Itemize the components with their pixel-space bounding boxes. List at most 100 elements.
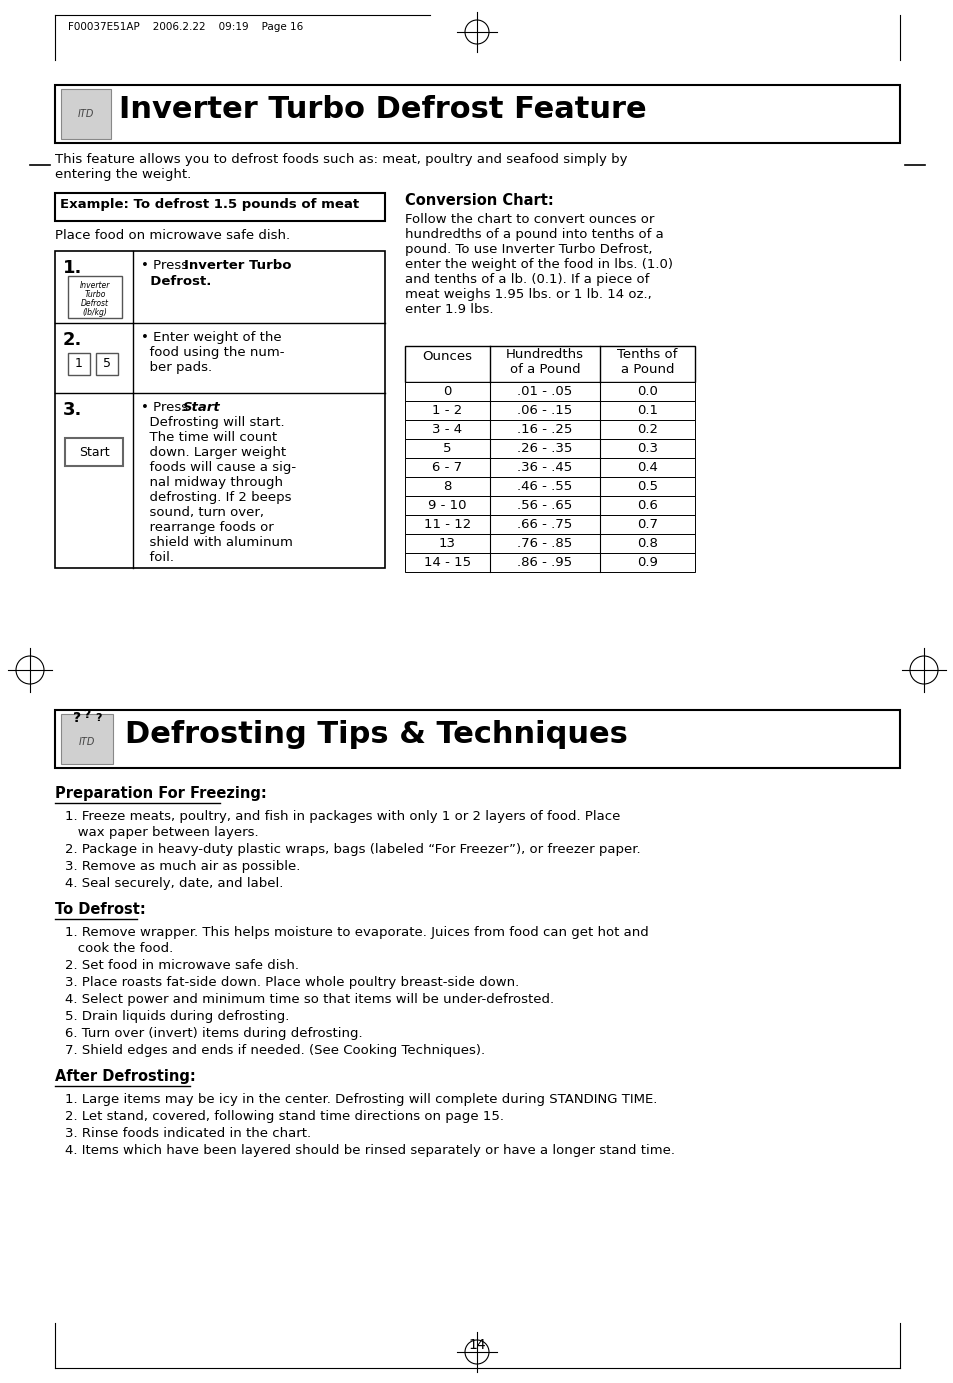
Text: ?: ? [83, 708, 91, 721]
Text: 14 - 15: 14 - 15 [423, 556, 471, 568]
Text: .36 - .45: .36 - .45 [517, 461, 572, 474]
Text: ITD: ITD [79, 737, 95, 747]
FancyBboxPatch shape [405, 496, 695, 514]
Text: 2.: 2. [63, 331, 82, 349]
Text: rearrange foods or: rearrange foods or [141, 521, 274, 534]
Text: 14: 14 [468, 1337, 485, 1353]
Text: 8: 8 [443, 480, 451, 492]
Text: 0.1: 0.1 [637, 404, 658, 418]
FancyBboxPatch shape [405, 477, 695, 496]
Text: Defrosting will start.: Defrosting will start. [141, 416, 284, 429]
FancyBboxPatch shape [61, 89, 111, 140]
Text: down. Larger weight: down. Larger weight [141, 445, 286, 459]
FancyBboxPatch shape [68, 277, 122, 318]
Text: .16 - .25: .16 - .25 [517, 423, 572, 436]
Text: • Press: • Press [141, 401, 193, 414]
Text: sound, turn over,: sound, turn over, [141, 506, 264, 519]
FancyBboxPatch shape [61, 714, 112, 763]
Text: • Enter weight of the
  food using the num-
  ber pads.: • Enter weight of the food using the num… [141, 331, 284, 373]
Text: 3. Place roasts fat-side down. Place whole poultry breast-side down.: 3. Place roasts fat-side down. Place who… [65, 976, 518, 989]
FancyBboxPatch shape [405, 458, 695, 477]
Text: 3 - 4: 3 - 4 [432, 423, 462, 436]
Text: ?: ? [95, 714, 102, 723]
Text: 0.0: 0.0 [637, 384, 658, 398]
Text: 2. Set food in microwave safe dish.: 2. Set food in microwave safe dish. [65, 958, 298, 972]
Text: 4. Items which have been layered should be rinsed separately or have a longer st: 4. Items which have been layered should … [65, 1144, 675, 1158]
Text: Inverter: Inverter [80, 281, 111, 290]
FancyBboxPatch shape [405, 534, 695, 553]
Text: Turbo: Turbo [84, 290, 106, 299]
Text: 7. Shield edges and ends if needed. (See Cooking Techniques).: 7. Shield edges and ends if needed. (See… [65, 1044, 485, 1057]
FancyBboxPatch shape [65, 438, 123, 466]
Text: 4. Select power and minimum time so that items will be under-defrosted.: 4. Select power and minimum time so that… [65, 993, 554, 1005]
Text: 1: 1 [75, 357, 83, 371]
Text: 0.3: 0.3 [637, 443, 658, 455]
Text: 5. Drain liquids during defrosting.: 5. Drain liquids during defrosting. [65, 1010, 289, 1023]
Text: Conversion Chart:: Conversion Chart: [405, 194, 553, 207]
Text: .56 - .65: .56 - .65 [517, 499, 572, 512]
Text: Hundredths
of a Pound: Hundredths of a Pound [505, 349, 583, 376]
Text: Start: Start [183, 401, 220, 414]
Text: F00037E51AP    2006.2.22    09:19    Page 16: F00037E51AP 2006.2.22 09:19 Page 16 [68, 22, 303, 32]
Text: Ounces: Ounces [422, 350, 472, 362]
Text: .46 - .55: .46 - .55 [517, 480, 572, 492]
Text: Defrosting Tips & Techniques: Defrosting Tips & Techniques [125, 721, 627, 750]
FancyBboxPatch shape [405, 553, 695, 573]
Text: 3.: 3. [63, 401, 82, 419]
Text: 4. Seal securely, date, and label.: 4. Seal securely, date, and label. [65, 877, 283, 891]
Text: 1. Large items may be icy in the center. Defrosting will complete during STANDIN: 1. Large items may be icy in the center.… [65, 1093, 657, 1106]
Text: 3. Remove as much air as possible.: 3. Remove as much air as possible. [65, 860, 300, 873]
Text: 5: 5 [103, 357, 111, 371]
Text: 1. Freeze meats, poultry, and fish in packages with only 1 or 2 layers of food. : 1. Freeze meats, poultry, and fish in pa… [65, 810, 619, 823]
Text: Tenths of
a Pound: Tenths of a Pound [617, 349, 677, 376]
Text: .: . [214, 401, 219, 414]
Text: 13: 13 [438, 537, 456, 550]
FancyBboxPatch shape [405, 514, 695, 534]
FancyBboxPatch shape [55, 194, 385, 221]
Text: To Defrost:: To Defrost: [55, 902, 146, 917]
FancyBboxPatch shape [405, 382, 695, 401]
Text: 0.4: 0.4 [637, 461, 658, 474]
Text: wax paper between layers.: wax paper between layers. [65, 826, 258, 839]
Text: 5: 5 [443, 443, 452, 455]
Text: Inverter Turbo Defrost Feature: Inverter Turbo Defrost Feature [119, 95, 646, 124]
Text: 6 - 7: 6 - 7 [432, 461, 462, 474]
Text: The time will count: The time will count [141, 431, 276, 444]
Text: 1. Remove wrapper. This helps moisture to evaporate. Juices from food can get ho: 1. Remove wrapper. This helps moisture t… [65, 927, 648, 939]
Text: 0.6: 0.6 [637, 499, 658, 512]
Text: 1.: 1. [63, 259, 82, 277]
Text: (lb/kg): (lb/kg) [83, 308, 108, 317]
Text: .26 - .35: .26 - .35 [517, 443, 572, 455]
Text: 0: 0 [443, 384, 451, 398]
Text: 2. Package in heavy-duty plastic wraps, bags (labeled “For Freezer”), or freezer: 2. Package in heavy-duty plastic wraps, … [65, 844, 640, 856]
Text: 11 - 12: 11 - 12 [423, 519, 471, 531]
Text: 0.5: 0.5 [637, 480, 658, 492]
FancyBboxPatch shape [405, 401, 695, 420]
Text: 0.7: 0.7 [637, 519, 658, 531]
Text: defrosting. If 2 beeps: defrosting. If 2 beeps [141, 491, 292, 503]
Text: cook the food.: cook the food. [65, 942, 173, 956]
Text: .06 - .15: .06 - .15 [517, 404, 572, 418]
FancyBboxPatch shape [55, 709, 899, 768]
Text: Inverter Turbo: Inverter Turbo [184, 259, 292, 272]
Text: After Defrosting:: After Defrosting: [55, 1069, 195, 1084]
Text: Example: To defrost 1.5 pounds of meat: Example: To defrost 1.5 pounds of meat [60, 198, 358, 212]
Text: nal midway through: nal midway through [141, 476, 283, 490]
Text: .76 - .85: .76 - .85 [517, 537, 572, 550]
Text: foods will cause a sig-: foods will cause a sig- [141, 461, 295, 474]
Text: ITD: ITD [78, 109, 94, 119]
Text: shield with aluminum: shield with aluminum [141, 537, 293, 549]
Text: ?: ? [72, 711, 81, 725]
Text: 0.8: 0.8 [637, 537, 658, 550]
FancyBboxPatch shape [405, 420, 695, 438]
Text: Place food on microwave safe dish.: Place food on microwave safe dish. [55, 230, 290, 242]
Text: This feature allows you to defrost foods such as: meat, poultry and seafood simp: This feature allows you to defrost foods… [55, 154, 627, 181]
FancyBboxPatch shape [405, 438, 695, 458]
Text: 2. Let stand, covered, following stand time directions on page 15.: 2. Let stand, covered, following stand t… [65, 1111, 503, 1123]
FancyBboxPatch shape [55, 250, 385, 568]
Text: 9 - 10: 9 - 10 [428, 499, 466, 512]
Text: 0.2: 0.2 [637, 423, 658, 436]
Text: Follow the chart to convert ounces or
hundredths of a pound into tenths of a
pou: Follow the chart to convert ounces or hu… [405, 213, 672, 315]
Text: • Press: • Press [141, 259, 193, 272]
Text: 1 - 2: 1 - 2 [432, 404, 462, 418]
